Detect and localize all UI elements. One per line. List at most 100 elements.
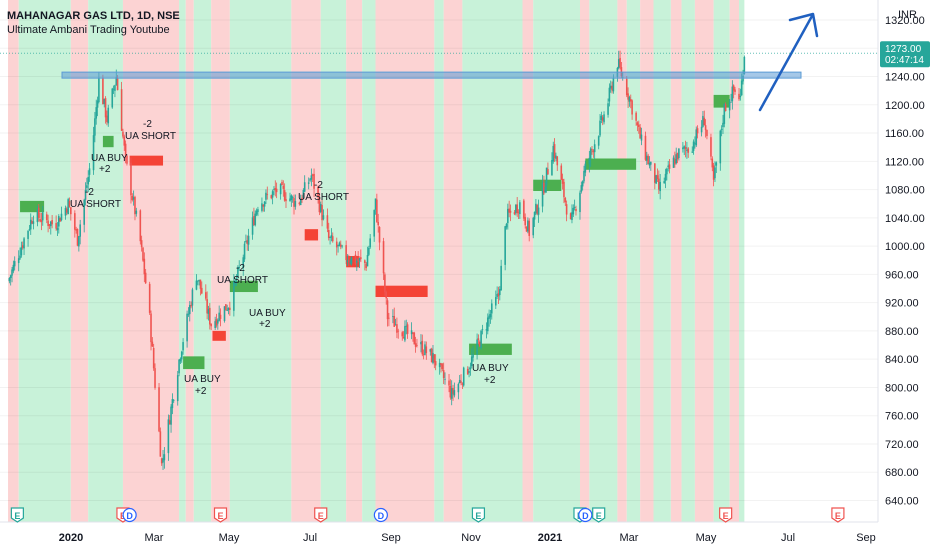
event-letter: E (835, 511, 841, 521)
candle-body (401, 332, 404, 337)
sell-zone-box (346, 256, 360, 268)
candle-body (195, 280, 198, 290)
candle-body (486, 317, 489, 332)
candle-body (494, 297, 497, 306)
bearish-zone (729, 0, 740, 522)
candle-body (275, 188, 278, 193)
candle-body (695, 129, 698, 146)
ua-buy-label: UA BUY (472, 363, 509, 374)
earnings-marker: E (213, 507, 228, 523)
candle-body (611, 85, 613, 91)
candle-body (243, 243, 246, 260)
candle-body (67, 199, 69, 215)
candle-body (176, 375, 179, 402)
ua-buy-label: UA BUY (249, 308, 286, 319)
candle-body (722, 122, 724, 128)
candle-body (472, 354, 474, 358)
bearish-zone (640, 0, 654, 522)
earnings-badge (10, 507, 24, 523)
signal-count-label: +2 (99, 164, 111, 175)
candle-body (74, 213, 76, 230)
candle-body (162, 458, 164, 463)
candle-body (561, 178, 564, 184)
candle-body (452, 388, 454, 394)
candle-body (171, 399, 174, 409)
candle-body (354, 254, 357, 264)
bullish-zone (320, 0, 347, 522)
candle-body (365, 263, 367, 269)
candle-body (537, 207, 540, 215)
candle-body (23, 238, 25, 249)
candle-body (711, 158, 714, 168)
candle-body (663, 181, 665, 184)
bullish-zone (362, 0, 376, 522)
signal-count-label: -2 (143, 119, 152, 130)
candle-body (666, 168, 668, 175)
candle-body (637, 124, 640, 128)
candle-body (271, 191, 274, 198)
buy-zone-box (102, 135, 114, 148)
price-axis[interactable]: 1320.001280.001240.001200.001160.001120.… (0, 0, 930, 522)
candle-body (103, 98, 106, 105)
candle-body (112, 88, 115, 90)
candle-body (233, 281, 235, 311)
candle-body (329, 237, 331, 239)
candle-body (702, 115, 704, 127)
sell-zone-box (304, 229, 319, 241)
bearish-zone (522, 0, 534, 522)
candle-body (684, 146, 687, 150)
time-axis[interactable]: 2020 Mar May Jul Sep Nov 2021 Mar May Jul Sep (0, 521, 878, 544)
candle-body (186, 313, 188, 342)
candle-body (36, 209, 39, 223)
candle-body (56, 228, 59, 231)
candle-body (210, 323, 212, 327)
candle-body (9, 275, 12, 279)
candle-body (393, 316, 396, 327)
event-letter: D (126, 511, 133, 521)
candle-body (532, 217, 535, 236)
bearish-zone (122, 0, 180, 522)
candle-body (517, 211, 520, 213)
candle-body (142, 247, 144, 261)
ua-short-label: UA SHORT (217, 275, 268, 286)
candle-body (715, 162, 718, 166)
bearish-zone (211, 0, 230, 522)
dividend-marker: D (373, 507, 388, 523)
candle-body (19, 255, 21, 259)
candle-body (724, 104, 727, 111)
candle-body (449, 385, 452, 398)
buy-zone-box (183, 356, 205, 370)
signal-count-label: +2 (259, 319, 271, 330)
candle-body (734, 89, 736, 92)
candle-body (438, 362, 441, 368)
candle-body (703, 117, 706, 126)
candle-body (331, 236, 334, 242)
candle-body (385, 291, 388, 299)
candle-body (227, 307, 230, 311)
candle-body (107, 107, 110, 124)
earnings-marker: E (314, 507, 328, 523)
candle-body (32, 221, 35, 224)
candle-body (123, 136, 126, 146)
candle-body (414, 343, 417, 347)
candle-body (11, 269, 13, 276)
candle-body (94, 118, 96, 136)
candle-body (209, 307, 211, 325)
candle-body (743, 56, 746, 74)
candle-body (563, 181, 565, 198)
candle-body (434, 361, 437, 366)
candle-body (293, 198, 295, 207)
candle-body (49, 221, 52, 227)
candle-body (728, 102, 731, 111)
candle-body (421, 340, 424, 355)
candle-body (20, 247, 23, 256)
earnings-marker: E (592, 507, 606, 523)
candle-body (273, 189, 275, 190)
time-tick-label: Sep (381, 532, 401, 544)
candle-body (341, 245, 343, 247)
candle-body (270, 195, 273, 199)
candle-body (187, 313, 190, 315)
candle-body (205, 292, 207, 299)
sell-zone-box (129, 155, 164, 166)
